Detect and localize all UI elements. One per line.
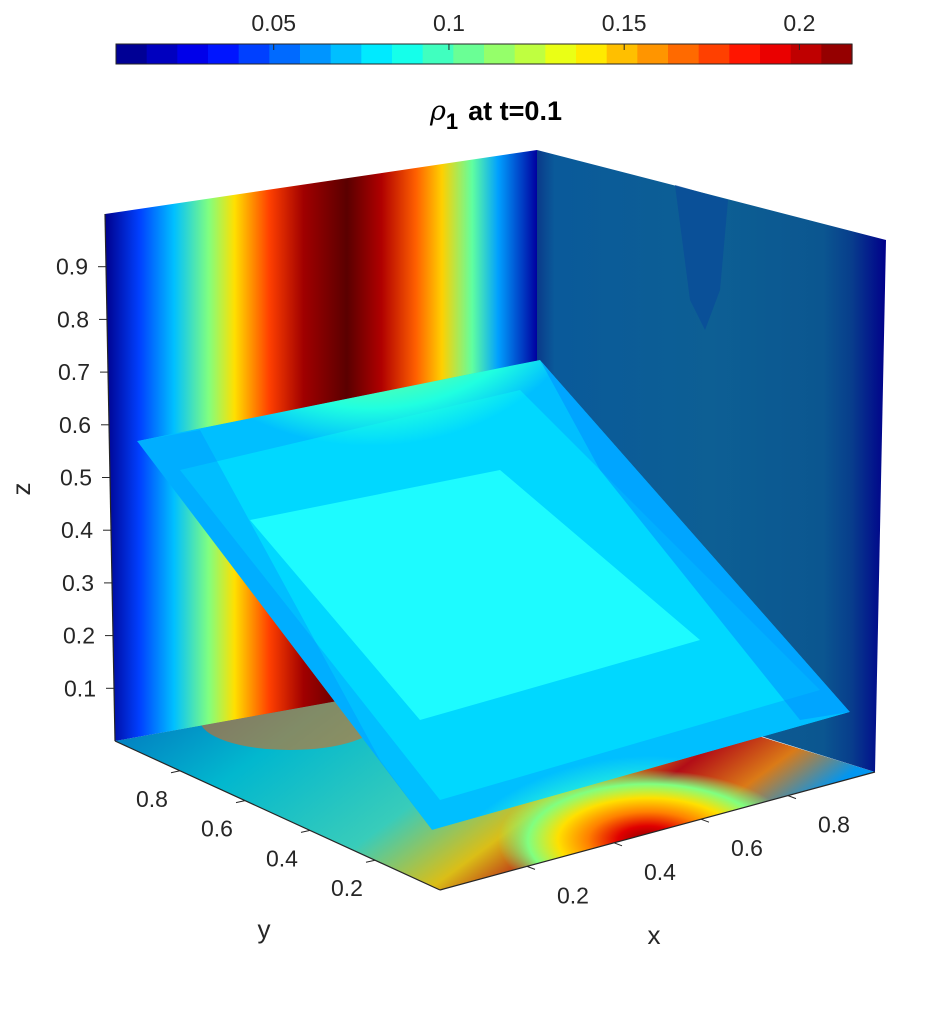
colorbar-cell <box>637 44 669 64</box>
x-tick <box>700 818 710 823</box>
y-tick-label: 0.2 <box>331 875 363 901</box>
x-ticks: 0.2 0.4 0.6 0.8 <box>526 795 850 908</box>
y-tick <box>300 829 311 833</box>
colorbar-cell <box>790 44 822 64</box>
colorbar-cell <box>330 44 362 64</box>
colorbar-cell <box>392 44 424 64</box>
colorbar-cell <box>668 44 700 64</box>
colorbar-cells <box>116 44 853 64</box>
colorbar-tick-label: 0.2 <box>783 10 815 36</box>
colorbar <box>115 43 853 65</box>
z-tick-label: 0.4 <box>61 517 93 543</box>
colorbar-cell <box>269 44 301 64</box>
title-symbol: ρ <box>429 96 446 127</box>
colorbar-cell <box>729 44 761 64</box>
y-tick-label: 0.8 <box>136 786 168 812</box>
y-ticks: 0.2 0.4 0.6 0.8 <box>136 770 376 901</box>
x-tick-label: 0.4 <box>644 859 676 885</box>
y-tick <box>365 859 376 863</box>
y-axis-line <box>114 740 441 891</box>
z-tick-label: 0.7 <box>58 359 90 385</box>
colorbar-tick-label: 0.15 <box>602 10 647 36</box>
z-axis-label: z <box>6 483 36 496</box>
colorbar-tick-label: 0.05 <box>251 10 296 36</box>
x-tick-label: 0.6 <box>731 835 763 861</box>
y-tick <box>235 800 246 804</box>
z-tick-label: 0.1 <box>64 675 96 701</box>
x-axis-line <box>439 771 876 891</box>
colorbar-frame <box>115 43 853 65</box>
colorbar-cell <box>146 44 178 64</box>
z-tick-label: 0.3 <box>62 570 94 596</box>
back-wall-right-streak <box>675 185 728 330</box>
x-tick <box>787 795 797 800</box>
z-tick-label: 0.2 <box>63 623 95 649</box>
colorbar-cell <box>116 44 148 64</box>
z-tick-label: 0.9 <box>56 254 88 280</box>
hotspot-top-shape <box>160 360 580 565</box>
colorbar-cell <box>453 44 485 64</box>
y-axis-label: y <box>258 914 271 944</box>
colorbar-tick-label: 0.1 <box>433 10 465 36</box>
colorbar-cell <box>422 44 454 64</box>
colorbar-cell <box>361 44 393 64</box>
colorbar-cell <box>821 44 853 64</box>
x-tick <box>526 865 536 870</box>
title-subscript: 1 <box>446 109 458 134</box>
z-tick-label: 0.5 <box>60 465 92 491</box>
colorbar-cell <box>545 44 577 64</box>
x-axis-label: x <box>648 920 661 950</box>
z-tick-label: 0.6 <box>59 412 91 438</box>
colorbar-cell <box>484 44 516 64</box>
title-text: at t=0.1 <box>468 96 562 126</box>
colorbar-cell <box>300 44 332 64</box>
x-tick <box>613 842 623 847</box>
colorbar-cell <box>208 44 240 64</box>
chart-title: ρ1 at t=0.1 <box>429 96 562 134</box>
z-ticks: 0.1 0.2 0.3 0.4 0.5 0.6 0.7 0.8 0.9 <box>56 254 114 701</box>
colorbar-cell <box>606 44 638 64</box>
colorbar-cell <box>576 44 608 64</box>
x-tick-label: 0.2 <box>557 882 589 908</box>
colorbar-cell <box>514 44 546 64</box>
colorbar-cell <box>177 44 209 64</box>
y-tick-label: 0.6 <box>201 816 233 842</box>
y-tick-label: 0.4 <box>266 845 298 871</box>
colorbar-ticks: 0.05 0.1 0.15 0.2 <box>251 10 815 50</box>
colorbar-cell <box>238 44 270 64</box>
colorbar-cell <box>760 44 792 64</box>
x-tick-label: 0.8 <box>818 812 850 838</box>
y-tick <box>170 770 181 774</box>
colorbar-cell <box>698 44 730 64</box>
z-tick-label: 0.8 <box>57 306 89 332</box>
